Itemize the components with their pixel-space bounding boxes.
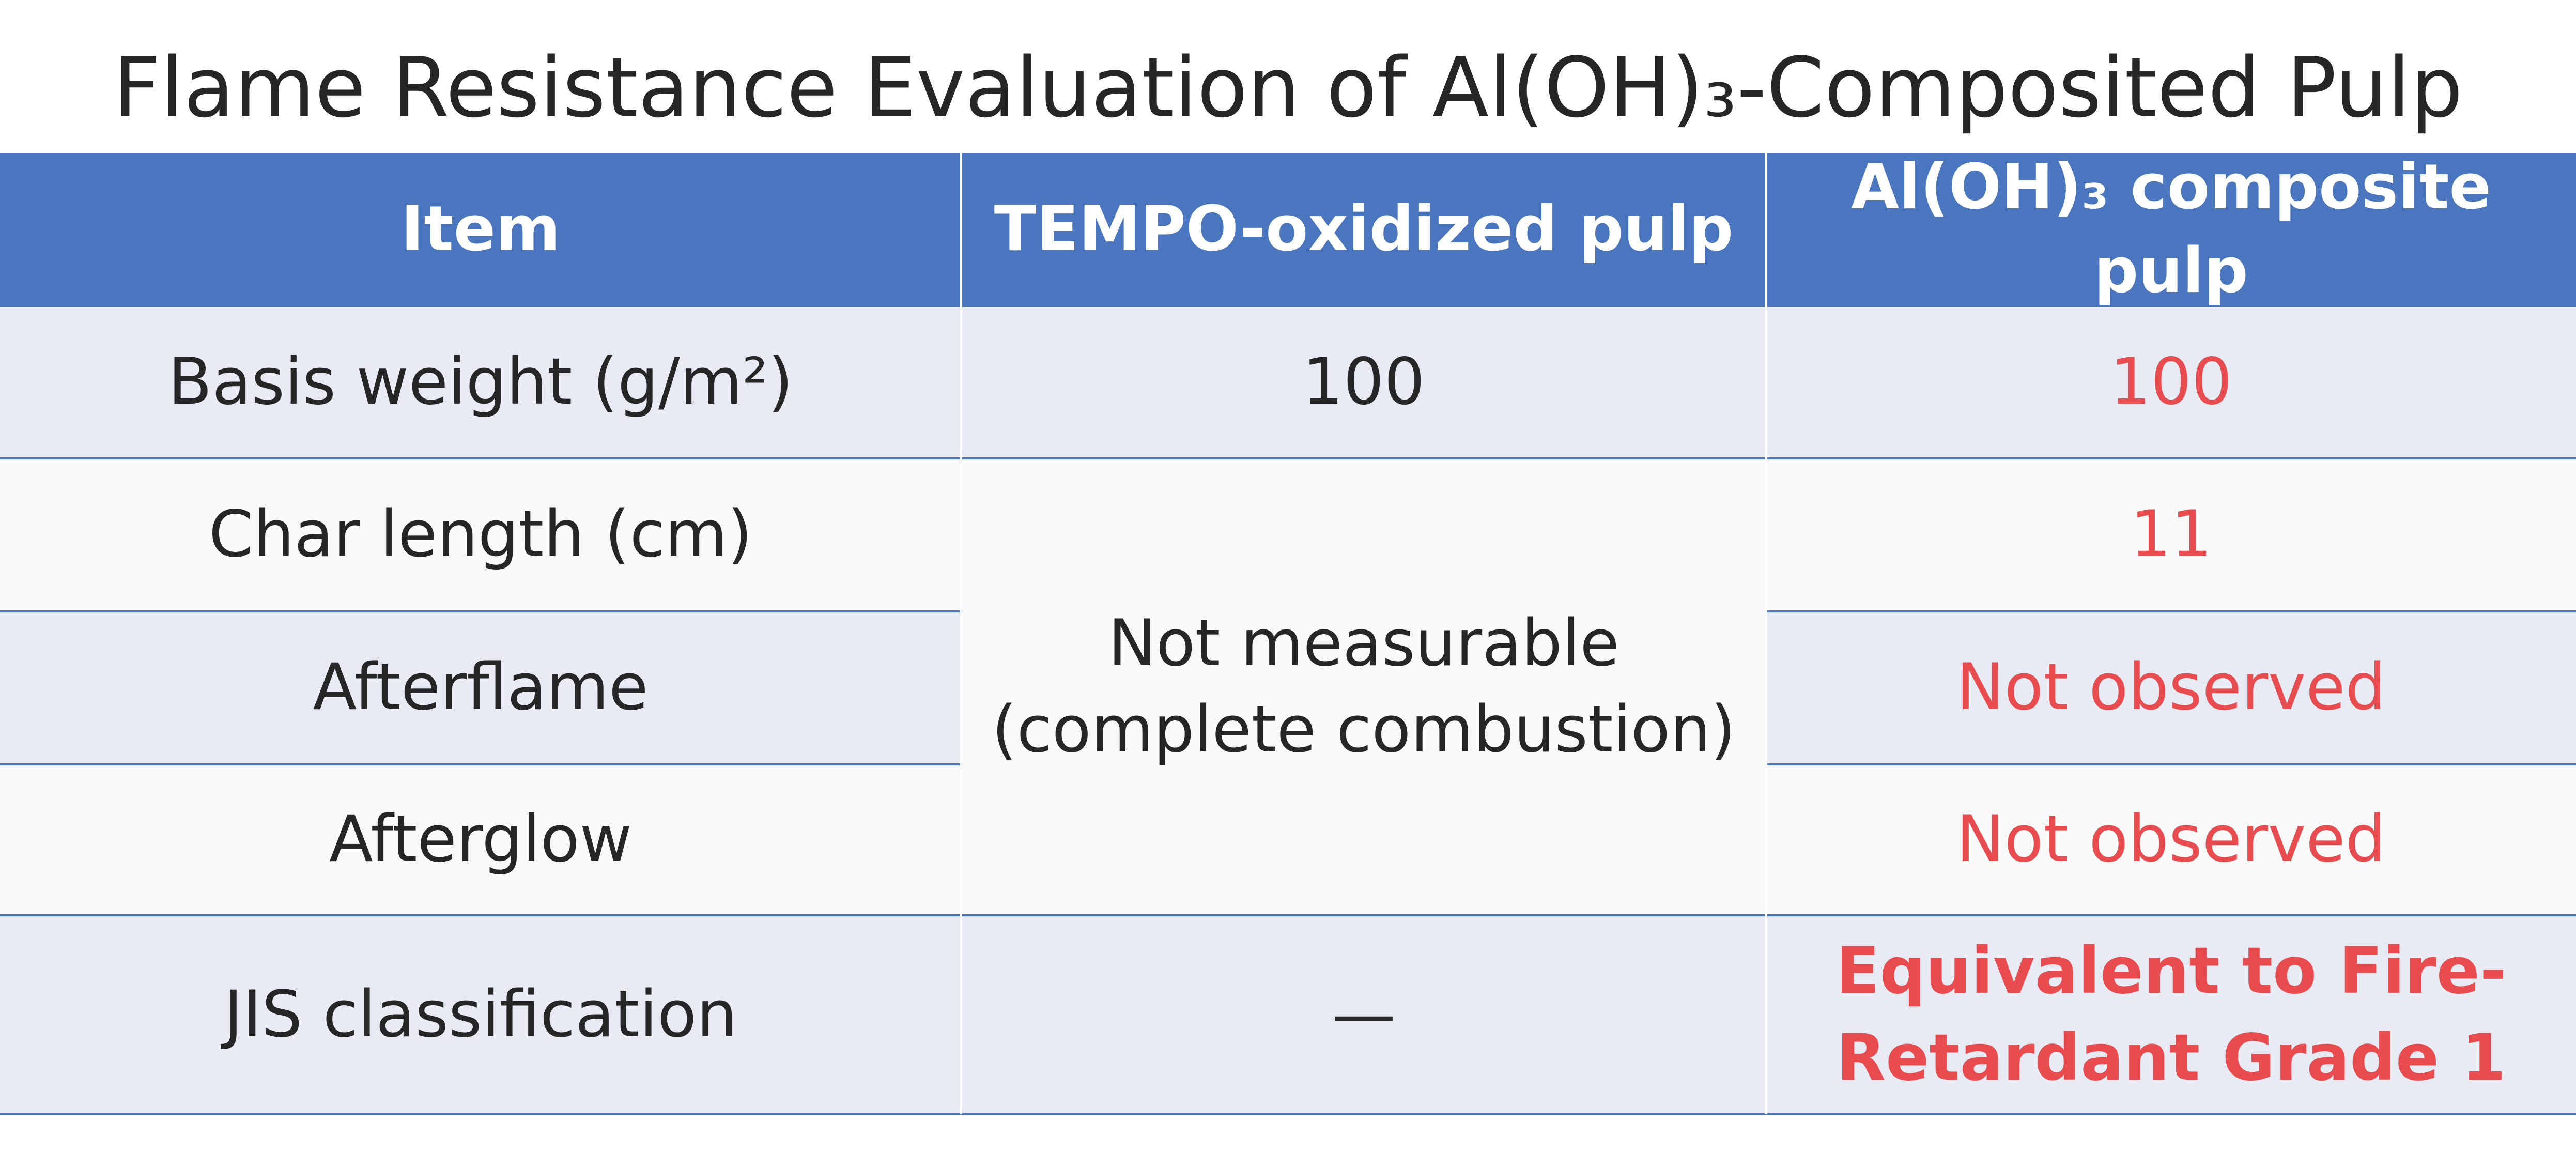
- row-border: [0, 305, 2576, 307]
- tempo-cell: Not measurable (complete combustion): [961, 458, 1766, 915]
- row-border: [0, 153, 2576, 155]
- tempo-cell: 100: [961, 306, 1766, 458]
- item-cell: Basis weight (g/m²): [0, 306, 961, 458]
- composite-cell: 100: [1766, 306, 2576, 458]
- header-cell: Item: [0, 153, 961, 306]
- row-border: [0, 914, 2576, 916]
- row-border: [0, 610, 961, 612]
- composite-cell: Equivalent to Fire-Retardant Grade 1: [1766, 915, 2576, 1114]
- tempo-cell: —: [961, 915, 1766, 1114]
- row-border: [0, 1113, 2576, 1115]
- composite-cell: Not observed: [1766, 764, 2576, 915]
- composite-cell: 11: [1766, 458, 2576, 611]
- col-border: [1765, 153, 1767, 1114]
- item-cell: Afterflame: [0, 611, 961, 764]
- item-cell: JIS classification: [0, 915, 961, 1114]
- col-border: [960, 153, 962, 1114]
- row-border: [0, 457, 2576, 459]
- row-border: [1766, 763, 2576, 765]
- composite-cell: Not observed: [1766, 611, 2576, 764]
- item-cell: Char length (cm): [0, 458, 961, 611]
- header-cell: TEMPO-oxidized pulp: [961, 153, 1766, 306]
- row-border: [0, 763, 961, 765]
- title: Flame Resistance Evaluation of Al(OH)₃-C…: [113, 39, 2463, 136]
- header-cell: Al(OH)₃ composite pulp: [1766, 151, 2576, 307]
- row-border: [1766, 610, 2576, 612]
- item-cell: Afterglow: [0, 764, 961, 915]
